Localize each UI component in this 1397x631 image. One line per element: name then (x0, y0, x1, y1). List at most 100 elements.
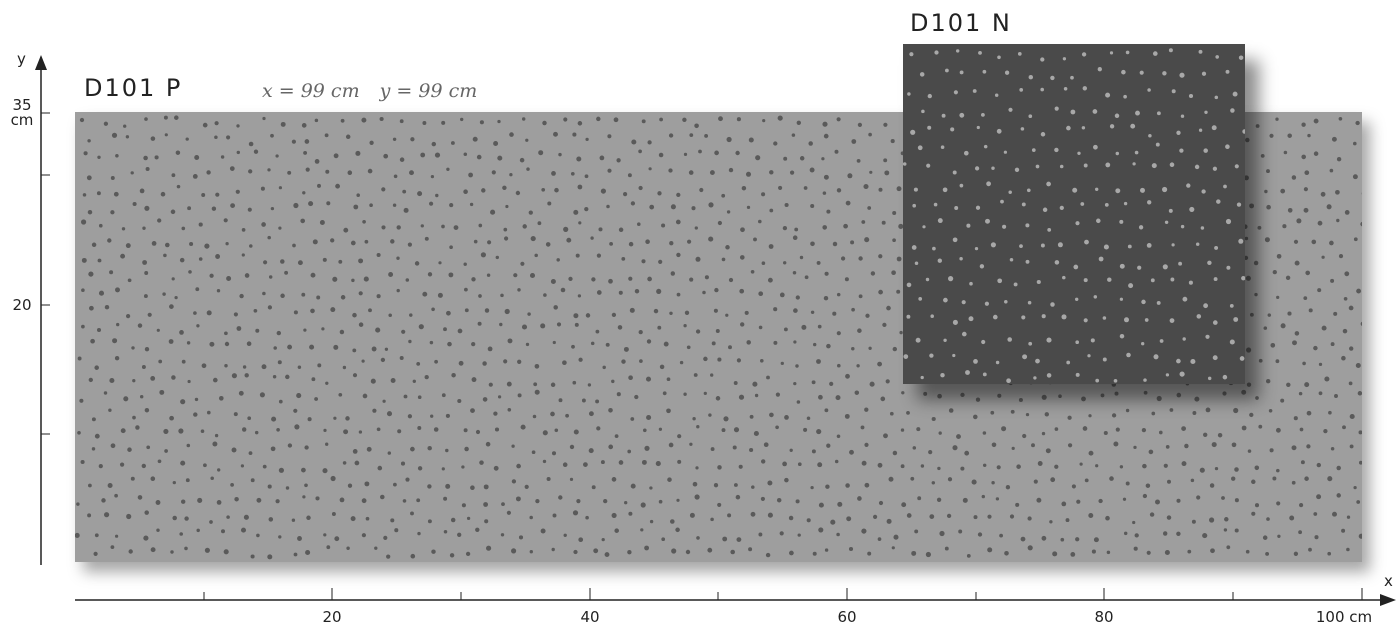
pattern-dot (347, 170, 353, 175)
pattern-dot (482, 397, 488, 402)
pattern-dot (180, 399, 186, 405)
pattern-dot (1313, 151, 1319, 156)
pattern-dot (224, 364, 228, 368)
pattern-dot (511, 444, 515, 448)
pattern-dot (479, 120, 484, 125)
pattern-dot (185, 137, 189, 141)
dimension-x: x = 99 cm (262, 80, 360, 102)
pattern-dot (1308, 547, 1312, 552)
pattern-dot (409, 170, 414, 176)
pattern-dot (806, 518, 811, 523)
pattern-dot (284, 270, 289, 275)
pattern-dot (89, 305, 94, 311)
pattern-dot (364, 239, 369, 244)
pattern-dot (896, 186, 902, 192)
pattern-dot (164, 133, 168, 137)
pattern-dot (1266, 204, 1271, 210)
pattern-dot (717, 502, 722, 507)
pattern-dot (1031, 443, 1035, 448)
pattern-dot (952, 353, 956, 358)
pattern-dot (424, 374, 429, 380)
pattern-dot (714, 287, 719, 293)
pattern-dot (1311, 239, 1317, 245)
pattern-dot (1070, 109, 1076, 115)
pattern-dot (324, 133, 329, 138)
pattern-dot (628, 375, 633, 381)
pattern-dot (952, 319, 958, 325)
pattern-dot (784, 202, 789, 208)
pattern-dot (178, 428, 184, 434)
pattern-dot (1025, 412, 1030, 417)
pattern-dot (1040, 243, 1045, 248)
pattern-dot (1241, 276, 1245, 281)
pattern-dot (981, 494, 985, 499)
pattern-dot (1062, 275, 1066, 280)
pattern-dot (522, 224, 527, 229)
pattern-dot (77, 431, 81, 435)
pattern-dot (1207, 260, 1212, 266)
pattern-dot (1188, 93, 1194, 99)
pattern-dot (929, 353, 934, 358)
pattern-dot (345, 416, 350, 421)
pattern-dot (794, 227, 799, 232)
pattern-dot (119, 462, 125, 467)
pattern-dot (550, 411, 555, 417)
pattern-dot (547, 201, 552, 206)
pattern-dot (1121, 69, 1126, 75)
pattern-dot (242, 365, 247, 369)
pattern-dot (796, 400, 801, 404)
pattern-dot (361, 498, 367, 504)
pattern-dot (832, 311, 837, 316)
pattern-dot (278, 467, 284, 473)
pattern-dot (233, 312, 238, 317)
pattern-dot (303, 328, 307, 332)
pattern-dot (361, 359, 365, 363)
pattern-dot (325, 169, 330, 174)
pattern-dot (478, 223, 483, 228)
pattern-dot (909, 52, 914, 57)
pattern-dot (121, 227, 126, 231)
pattern-dot (920, 464, 925, 468)
pattern-dot (1293, 416, 1298, 421)
pattern-dot (1165, 373, 1170, 377)
pattern-dot (797, 533, 801, 537)
pattern-dot (280, 259, 285, 264)
pattern-dot (818, 527, 824, 533)
pattern-dot (590, 341, 595, 346)
pattern-dot (1214, 95, 1219, 100)
pattern-dot (319, 220, 325, 225)
pattern-dot (817, 324, 822, 329)
pattern-dot (917, 145, 923, 151)
pattern-dot (534, 389, 540, 395)
pattern-dot (741, 185, 747, 191)
pattern-dot (789, 550, 794, 556)
pattern-dot (429, 201, 434, 206)
pattern-dot (301, 292, 306, 297)
pattern-dot (322, 257, 327, 262)
pattern-dot (830, 519, 836, 525)
pattern-dot (382, 399, 386, 403)
pattern-dot (860, 425, 865, 430)
pattern-dot (485, 441, 491, 447)
pattern-dot (950, 127, 955, 132)
pattern-dot (584, 206, 589, 212)
pattern-dot (717, 220, 723, 226)
pattern-dot (293, 408, 298, 413)
pattern-dot (541, 187, 546, 192)
pattern-dot (1318, 362, 1323, 367)
pattern-dot (311, 377, 316, 382)
pattern-dot (708, 202, 714, 208)
pattern-dot (779, 292, 785, 298)
pattern-dot (1004, 300, 1008, 304)
pattern-dot (416, 498, 421, 503)
pattern-dot (811, 380, 816, 385)
pattern-dot (486, 273, 491, 277)
pattern-dot (1198, 128, 1203, 132)
pattern-dot (110, 210, 115, 215)
pattern-dot (1330, 447, 1335, 451)
pattern-dot (600, 188, 606, 194)
pattern-dot (262, 291, 266, 296)
pattern-dot (892, 238, 896, 243)
pattern-dot (562, 462, 568, 467)
